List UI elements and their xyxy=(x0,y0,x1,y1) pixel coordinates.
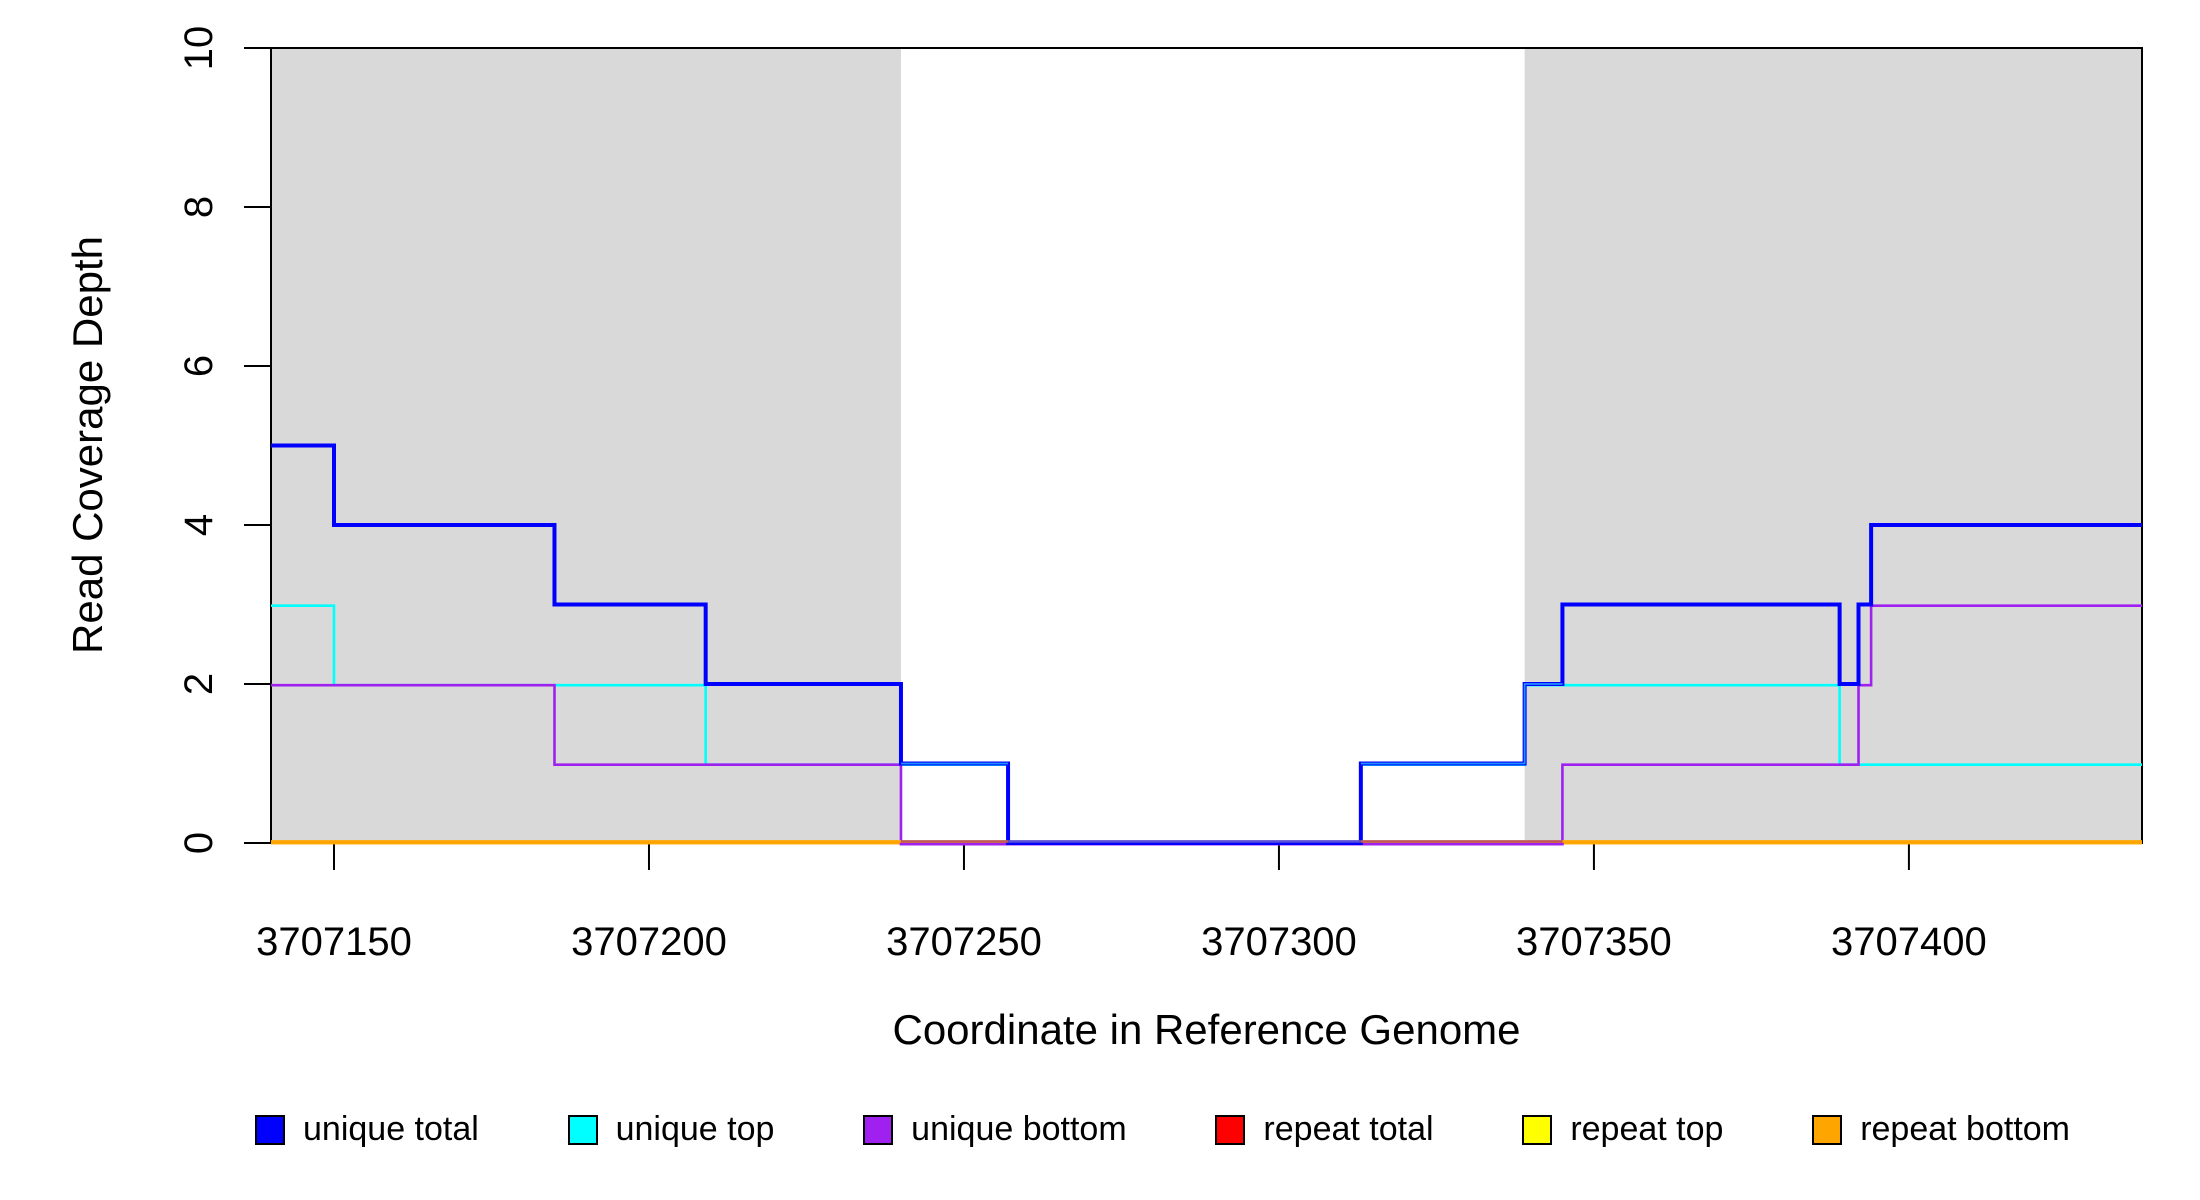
x-tick-label: 3707150 xyxy=(256,920,412,964)
repeat-bottom-swatch-icon xyxy=(1812,1114,1843,1145)
series-overlap-highlight-1 xyxy=(1360,683,1563,765)
x-tick-label: 3707200 xyxy=(571,920,727,964)
y-tick-label: 10 xyxy=(177,26,221,71)
legend-label-repeat-total: repeat total xyxy=(1263,1110,1434,1148)
x-tick-label: 3707400 xyxy=(1831,920,1987,964)
y-tick-label: 8 xyxy=(177,196,221,218)
x-tick-label: 3707300 xyxy=(1201,920,1357,964)
legend-item-unique-bottom: unique bottom xyxy=(863,1110,1127,1149)
legend-item-repeat-total: repeat total xyxy=(1215,1110,1434,1149)
legend-item-repeat-bottom: repeat bottom xyxy=(1812,1110,2070,1149)
y-tick-label: 4 xyxy=(177,514,221,536)
legend-item-unique-total: unique total xyxy=(255,1110,479,1149)
legend-label-repeat-top: repeat top xyxy=(1570,1110,1724,1148)
x-tick-label: 3707250 xyxy=(886,920,1042,964)
legend-item-repeat-top: repeat top xyxy=(1522,1110,1723,1149)
legend-label-repeat-bottom: repeat bottom xyxy=(1860,1110,2070,1148)
unique-bottom-swatch-icon xyxy=(863,1114,894,1145)
repeat-total-swatch-icon xyxy=(1215,1114,1246,1145)
unique-total-swatch-icon xyxy=(255,1114,285,1145)
series-line-unique-bottom xyxy=(271,604,2142,846)
shaded-region-0 xyxy=(271,48,901,843)
y-tick-label: 0 xyxy=(177,832,221,854)
y-tick-label: 6 xyxy=(177,355,221,377)
y-tick-label: 2 xyxy=(177,673,221,695)
shaded-region-1 xyxy=(1524,48,2142,843)
x-axis-title: Coordinate in Reference Genome xyxy=(892,1006,1521,1053)
legend-label-unique-total: unique total xyxy=(303,1110,479,1148)
legend-label-unique-top: unique top xyxy=(615,1110,775,1148)
series-line-unique-total xyxy=(271,443,2142,845)
unique-top-swatch-icon xyxy=(567,1114,598,1145)
legend-label-unique-bottom: unique bottom xyxy=(911,1110,1127,1148)
repeat-top-swatch-icon xyxy=(1522,1114,1553,1145)
x-tick-label: 3707350 xyxy=(1516,920,1672,964)
y-axis-title: Read Coverage Depth xyxy=(64,236,111,654)
legend: unique total unique top unique bottom repea… xyxy=(255,1110,2070,1149)
legend-item-unique-top: unique top xyxy=(567,1110,775,1149)
